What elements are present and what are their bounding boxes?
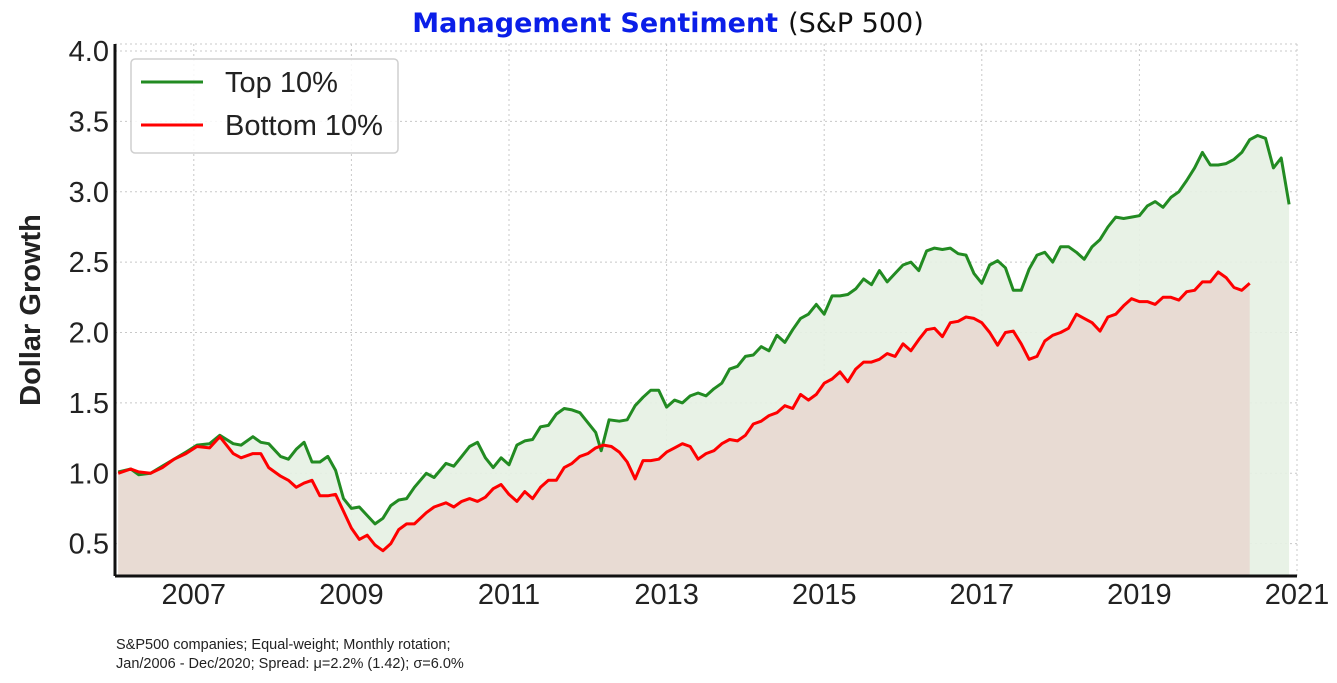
series-line-0: [117, 134, 1291, 526]
x-tick-label: 2015: [792, 579, 857, 611]
y-tick-label: 3.5: [69, 106, 109, 138]
footnote-line-1: S&P500 companies; Equal-weight; Monthly …: [116, 637, 451, 653]
x-tick-label: 2011: [478, 579, 540, 611]
series-fills: [118, 135, 1290, 576]
footnote: S&P500 companies; Equal-weight; Monthly …: [116, 636, 464, 674]
legend-label-top: Top 10%: [225, 67, 338, 99]
y-axis-label: Dollar Growth: [15, 214, 47, 406]
x-tick-label: 2019: [1107, 579, 1172, 611]
x-tick-label: 2013: [634, 579, 699, 611]
y-tick-label: 3.0: [69, 177, 109, 209]
series-area-1: [118, 272, 1250, 576]
y-tick-labels: 0.5 1.0 1.5 2.0 2.5 3.0 3.5 4.0: [69, 36, 109, 561]
x-tick-labels: 2007 2009 2011 2013 2015 2017 2019 2021: [162, 579, 1330, 611]
title-sub: (S&P 500): [788, 8, 924, 39]
x-tick-label: 2017: [950, 579, 1015, 611]
y-tick-label: 1.0: [69, 458, 109, 490]
series-line-1: [117, 270, 1251, 553]
x-tick-label: 2009: [319, 579, 384, 611]
legend: Top 10% Bottom 10%: [130, 58, 399, 154]
legend-label-bottom: Bottom 10%: [225, 110, 383, 142]
title-main: Management Sentiment: [412, 8, 778, 39]
y-tick-label: 0.5: [69, 529, 109, 561]
y-tick-label: 1.5: [69, 388, 109, 420]
y-tick-label: 2.5: [69, 247, 109, 279]
y-tick-label: 2.0: [69, 318, 109, 350]
footnote-line-2: Jan/2006 - Dec/2020; Spread: μ=2.2% (1.4…: [116, 656, 464, 672]
x-tick-label: 2007: [162, 579, 227, 611]
x-tick-label: 2021: [1265, 579, 1330, 611]
chart-title: Management Sentiment (S&P 500): [412, 8, 924, 39]
axes: [113, 44, 1297, 578]
y-tick-label: 4.0: [69, 36, 109, 68]
series-lines: [117, 134, 1291, 553]
